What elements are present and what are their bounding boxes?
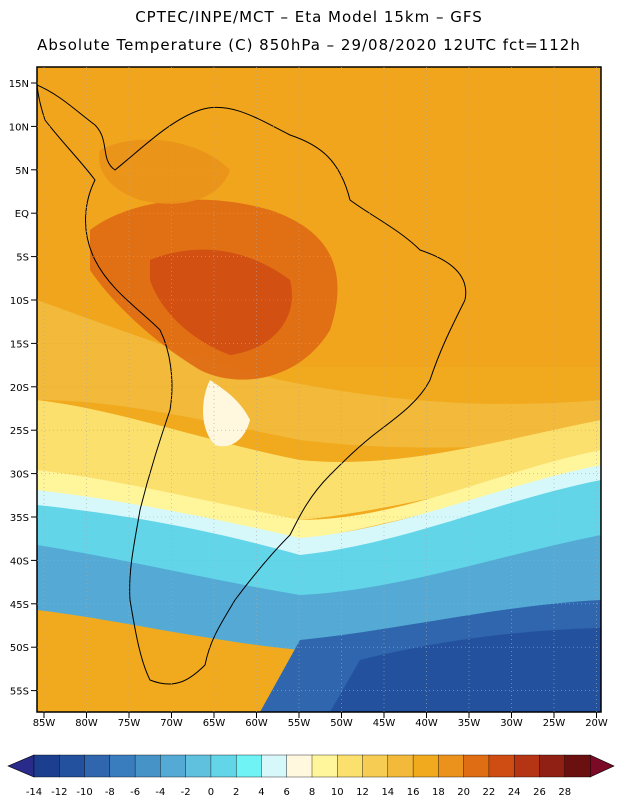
colorbar-swatch bbox=[513, 754, 540, 778]
lon-label: 75W bbox=[118, 718, 141, 729]
longitude-labels: 85W 80W 75W 70W 65W 60W 55W 50W 45W 40W 35W 30W 25W 2… bbox=[33, 718, 608, 729]
lon-label: 50W bbox=[330, 718, 353, 729]
lon-label: 30W bbox=[500, 718, 523, 729]
colorbar-label: 8 bbox=[309, 787, 315, 798]
colorbar-label: 4 bbox=[258, 787, 264, 798]
lat-label: 10S bbox=[10, 296, 29, 307]
colorbar-label: 16 bbox=[407, 787, 420, 798]
lon-label: 40W bbox=[415, 718, 438, 729]
colorbar-swatch bbox=[387, 754, 414, 778]
temperature-field bbox=[37, 67, 601, 712]
graticule bbox=[31, 67, 601, 718]
colorbar-label: 24 bbox=[508, 787, 521, 798]
lat-label: 40S bbox=[10, 556, 29, 567]
lat-label: 5N bbox=[15, 166, 29, 177]
lon-label: 65W bbox=[203, 718, 226, 729]
lat-label: 5S bbox=[16, 253, 29, 264]
colorbar-swatch bbox=[362, 754, 389, 778]
colorbar-swatch bbox=[488, 754, 515, 778]
colorbar-label: 12 bbox=[356, 787, 369, 798]
colorbar-swatch bbox=[286, 754, 313, 778]
lat-label: 50S bbox=[10, 643, 29, 654]
colorbar-label: 14 bbox=[381, 787, 394, 798]
lon-label: 20W bbox=[585, 718, 608, 729]
colorbar-swatch bbox=[185, 754, 212, 778]
lat-label: 15S bbox=[10, 339, 29, 350]
lat-label: 55S bbox=[10, 687, 29, 698]
lon-label: 80W bbox=[75, 718, 98, 729]
colorbar-label: -6 bbox=[130, 787, 140, 798]
colorbar-label: -4 bbox=[155, 787, 165, 798]
colorbar-label: 20 bbox=[457, 787, 470, 798]
lat-label: 35S bbox=[10, 513, 29, 524]
lon-label: 60W bbox=[245, 718, 268, 729]
colorbar-swatch bbox=[235, 754, 262, 778]
latitude-labels: 15N 10N 5N EQ 5S 10S 15S 20S 25S 30S 35S 40S 45S 50S 5… bbox=[9, 79, 29, 698]
colorbar-over-arrow bbox=[589, 754, 615, 778]
lat-label: 30S bbox=[10, 470, 29, 481]
lon-label: 25W bbox=[543, 718, 566, 729]
lon-label: 45W bbox=[373, 718, 396, 729]
colorbar-label: 0 bbox=[208, 787, 214, 798]
colorbar-label: 28 bbox=[558, 787, 571, 798]
colorbar-swatch bbox=[539, 754, 566, 778]
colorbar-label: 2 bbox=[233, 787, 239, 798]
colorbar-label: 6 bbox=[284, 787, 290, 798]
colorbar-label: 18 bbox=[432, 787, 445, 798]
colorbar-swatch bbox=[337, 754, 364, 778]
colorbar-swatch bbox=[412, 754, 439, 778]
map-title-line1: CPTEC/INPE/MCT – Eta Model 15km – GFS bbox=[135, 8, 483, 26]
colorbar-swatch bbox=[564, 754, 591, 778]
lat-label: EQ bbox=[15, 209, 29, 220]
colorbar-label: -14 bbox=[26, 787, 42, 798]
lon-label: 55W bbox=[288, 718, 311, 729]
lat-label: 20S bbox=[10, 383, 29, 394]
colorbar-swatch bbox=[109, 754, 136, 778]
colorbar-swatch bbox=[160, 754, 187, 778]
colorbar-label: -2 bbox=[181, 787, 191, 798]
colorbar-swatch bbox=[463, 754, 490, 778]
map-frame bbox=[36, 66, 602, 713]
colorbar-under-arrow bbox=[7, 754, 35, 778]
colorbar-label: -10 bbox=[76, 787, 92, 798]
colorbar-swatch bbox=[210, 754, 237, 778]
colorbar-label: 26 bbox=[533, 787, 546, 798]
colorbar-swatch bbox=[261, 754, 288, 778]
colorbar: -14 -12 -10 -8 -6 -4 -2 0 2 4 6 8 10 12 14 16 18 20 22 24 26… bbox=[7, 754, 615, 798]
lat-label: 10N bbox=[9, 122, 29, 133]
colorbar-swatch bbox=[311, 754, 338, 778]
lon-label: 85W bbox=[33, 718, 56, 729]
lat-label: 25S bbox=[10, 426, 29, 437]
colorbar-swatch bbox=[84, 754, 111, 778]
colorbar-swatch bbox=[59, 754, 86, 778]
map-title-line2: Absolute Temperature (C) 850hPa – 29/08/… bbox=[37, 36, 581, 54]
colorbar-label: 22 bbox=[483, 787, 496, 798]
colorbar-label: -8 bbox=[105, 787, 115, 798]
lon-label: 35W bbox=[458, 718, 481, 729]
colorbar-label: 10 bbox=[331, 787, 344, 798]
lon-label: 70W bbox=[160, 718, 183, 729]
coastline bbox=[37, 84, 467, 685]
colorbar-label: -12 bbox=[51, 787, 67, 798]
lat-label: 15N bbox=[9, 79, 29, 90]
colorbar-swatch bbox=[33, 754, 60, 778]
colorbar-swatch bbox=[134, 754, 161, 778]
lat-label: 45S bbox=[10, 600, 29, 611]
colorbar-swatch bbox=[438, 754, 465, 778]
